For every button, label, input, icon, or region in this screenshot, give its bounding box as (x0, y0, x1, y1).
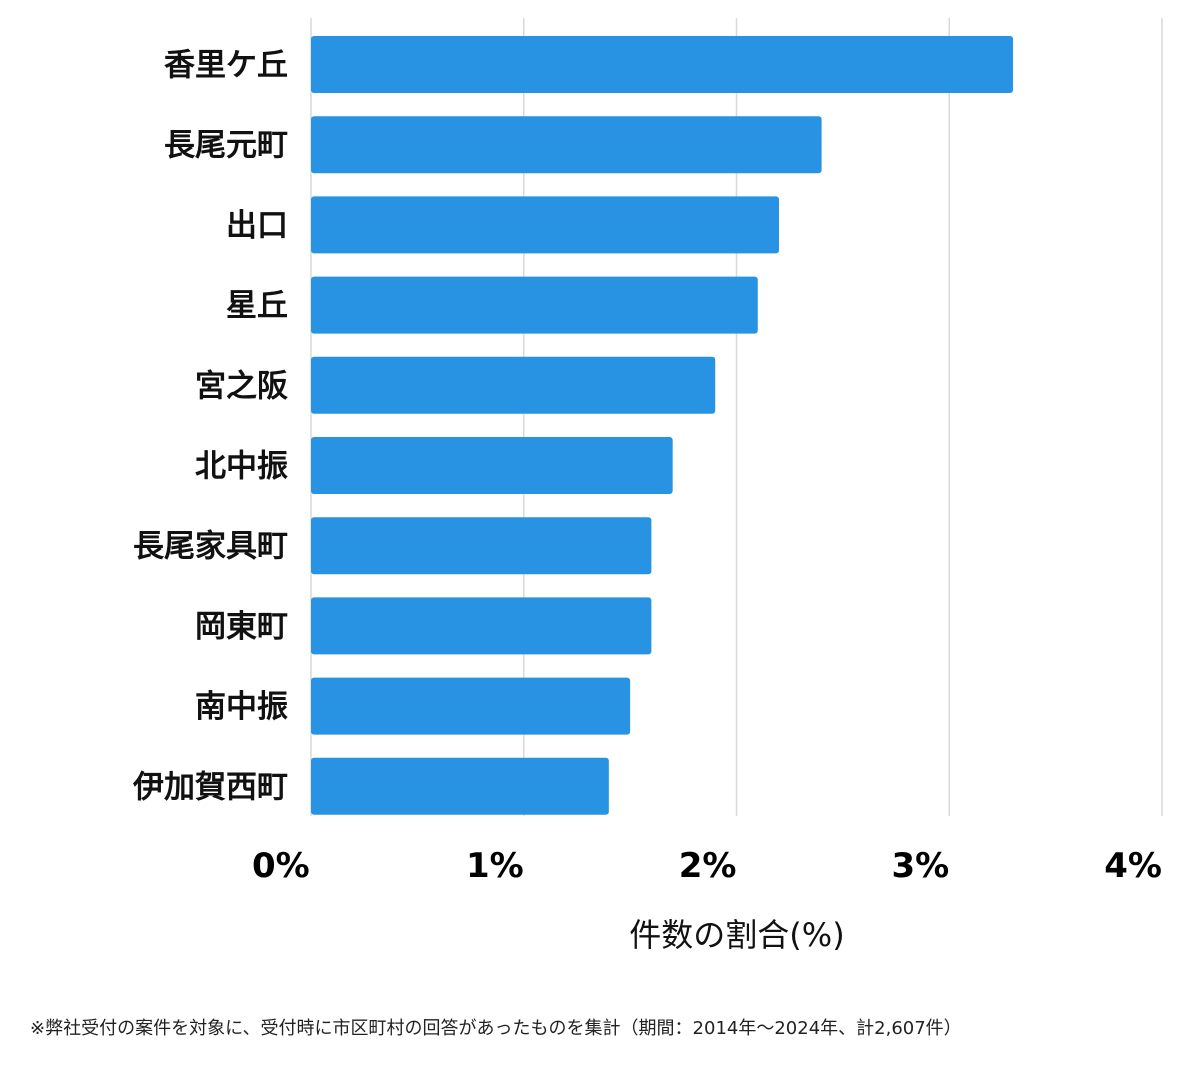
x-tick-label: 0% (252, 846, 310, 886)
bar (311, 196, 780, 254)
category-label: 伊加賀西町 (132, 769, 288, 805)
category-label: 長尾元町 (164, 128, 288, 164)
bar (311, 677, 631, 735)
bar (311, 356, 716, 414)
category-label: 出口 (226, 208, 288, 244)
bar (311, 276, 758, 334)
category-label: 宮之阪 (195, 368, 288, 404)
bar (311, 36, 1014, 93)
category-label: 星丘 (226, 288, 288, 324)
bars (311, 36, 1014, 815)
category-label: 香里ケ丘 (164, 48, 288, 84)
x-tick-label: 2% (679, 846, 737, 886)
bar (311, 517, 652, 575)
x-tick-label: 4% (1104, 846, 1162, 886)
x-tick-label: 3% (892, 846, 950, 886)
category-label: 北中振 (195, 449, 288, 485)
bar (311, 116, 822, 174)
x-tick-labels: 0% 1% 2% 3% 4% (252, 846, 1162, 886)
category-label: 岡東町 (195, 609, 288, 645)
footnote: ※弊社受付の案件を対象に、受付時に市区町村の回答があったものを集計（期間：201… (30, 1018, 962, 1039)
x-axis-title: 件数の割合(%) (629, 916, 844, 954)
bar (311, 437, 673, 494)
category-label: 長尾家具町 (133, 529, 288, 565)
bar (311, 597, 652, 655)
bar (311, 757, 609, 815)
x-tick-label: 1% (466, 846, 524, 886)
category-label: 南中振 (195, 689, 288, 725)
